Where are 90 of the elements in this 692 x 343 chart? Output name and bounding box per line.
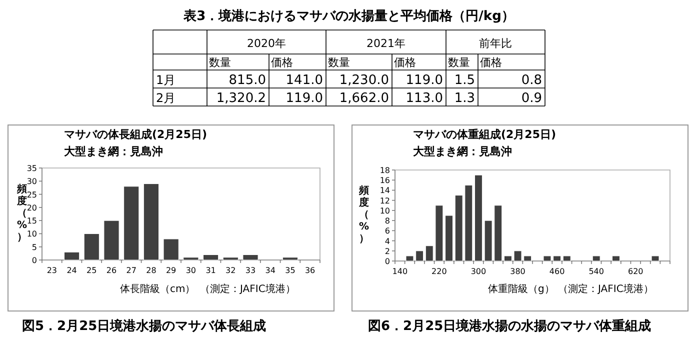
bar bbox=[183, 257, 199, 260]
text: 価格 bbox=[394, 56, 416, 69]
x-tick-label: 540 bbox=[588, 267, 604, 276]
bar bbox=[143, 184, 160, 260]
bar bbox=[222, 257, 238, 260]
x-tick-label: 29 bbox=[166, 266, 176, 275]
x-tick-label: 33 bbox=[245, 266, 256, 275]
y-tick-label: 35 bbox=[26, 164, 37, 173]
y-tick-label: 8 bbox=[384, 216, 390, 226]
text: 119.0 bbox=[286, 91, 323, 106]
x-tick-label: 28 bbox=[146, 266, 156, 275]
text: 1.3 bbox=[454, 91, 475, 106]
y-tick-label: 25 bbox=[26, 190, 37, 200]
text: 0.9 bbox=[521, 91, 542, 106]
x-tick-label: 32 bbox=[226, 266, 236, 275]
y-tick-label: 18 bbox=[380, 166, 390, 175]
x-tick-label: 30 bbox=[186, 266, 196, 275]
x-tick-label: 26 bbox=[106, 266, 117, 275]
text: 1,230.0 bbox=[339, 73, 389, 88]
caption: 図5．2月25日境港水揚のマサバ体長組成 bbox=[22, 318, 266, 334]
x-tick-label: 34 bbox=[265, 266, 276, 275]
text: （測定：JAFIC境港） bbox=[200, 283, 296, 295]
category-label: 2月 bbox=[156, 91, 176, 105]
text: （測定：JAFIC境港） bbox=[558, 283, 654, 295]
y-tick-label: 10 bbox=[26, 230, 37, 239]
y-tick-label: 4 bbox=[384, 236, 390, 246]
text: 表3．境港におけるマサバの水揚量と平均価格（円/kg） bbox=[182, 8, 514, 24]
text: 1,662.0 bbox=[339, 91, 389, 106]
bar bbox=[104, 220, 120, 260]
y-tick-label: 6 bbox=[384, 226, 390, 236]
text: 119.0 bbox=[406, 73, 443, 88]
bar bbox=[592, 256, 600, 262]
y-tick-label: 15 bbox=[26, 216, 37, 226]
chart-title: マサバの体長組成(2月25日) bbox=[64, 128, 208, 141]
text: 0.8 bbox=[521, 73, 542, 88]
text: 815.0 bbox=[228, 73, 266, 88]
text: 数量 bbox=[328, 56, 350, 69]
y-tick-label: 0 bbox=[32, 256, 37, 265]
text: 価格 bbox=[271, 56, 293, 69]
chart-subtitle: 大型まき網：見島沖 bbox=[64, 145, 163, 158]
y-tick-label: 12 bbox=[380, 196, 390, 206]
text: 数量 bbox=[448, 56, 470, 69]
y-tick-label: 14 bbox=[380, 186, 390, 196]
x-tick-label: 620 bbox=[628, 267, 644, 276]
caption: 図6．2月25日境港水揚の水揚のマサバ体重組成 bbox=[368, 318, 652, 334]
text: 1,320.2 bbox=[216, 91, 266, 106]
x-tick-label: 35 bbox=[285, 266, 296, 275]
bar bbox=[562, 256, 571, 262]
text: 113.0 bbox=[406, 91, 443, 106]
x-tick-label: 23 bbox=[46, 266, 58, 275]
text: 1.5 bbox=[454, 73, 475, 88]
y-tick-label: 2 bbox=[384, 246, 390, 256]
text: 価格 bbox=[480, 56, 502, 69]
x-tick-label: 24 bbox=[66, 266, 77, 275]
text: 141.0 bbox=[286, 73, 323, 88]
x-tick-label: 220 bbox=[432, 267, 447, 276]
bar bbox=[282, 257, 298, 260]
category-label: 2021年 bbox=[366, 37, 406, 50]
category-label: 前年比 bbox=[479, 37, 512, 50]
bar bbox=[242, 254, 258, 260]
category-label: 1月 bbox=[156, 73, 176, 87]
bar bbox=[84, 233, 100, 260]
category-label: 2020年 bbox=[247, 37, 286, 50]
bar bbox=[163, 238, 179, 260]
y-tick-label: 16 bbox=[380, 176, 390, 186]
bar bbox=[651, 256, 660, 262]
bar bbox=[124, 186, 140, 260]
x-tick-label: 140 bbox=[392, 267, 408, 276]
y-tick-label: 5 bbox=[32, 242, 37, 252]
y-tick-label: 20 bbox=[26, 203, 37, 212]
bar bbox=[202, 254, 219, 260]
y-tick-label: 10 bbox=[380, 206, 390, 216]
bar bbox=[64, 252, 80, 260]
y-tick-label: 0 bbox=[384, 257, 390, 266]
y-tick-label: 30 bbox=[26, 177, 37, 186]
x-tick-label: 31 bbox=[206, 266, 216, 275]
x-tick-label: 25 bbox=[86, 266, 97, 275]
x-tick-label: 460 bbox=[549, 267, 565, 276]
y-axis-title: 頻度（%） bbox=[16, 183, 28, 243]
x-axis-title: 体長階級（cm） bbox=[120, 283, 196, 295]
bar bbox=[612, 256, 620, 262]
text: 数量 bbox=[209, 56, 231, 69]
x-tick-label: 27 bbox=[126, 266, 136, 275]
chart-subtitle: 大型まき網：見島沖 bbox=[413, 145, 512, 158]
x-axis-title: 体重階級（g） bbox=[488, 283, 554, 295]
chart-title: マサバの体重組成(2月25日) bbox=[413, 128, 556, 141]
x-tick-label: 36 bbox=[304, 266, 316, 275]
y-axis-title: 頻度（%） bbox=[358, 184, 370, 244]
x-tick-label: 380 bbox=[510, 267, 526, 276]
x-tick-label: 300 bbox=[470, 267, 486, 276]
